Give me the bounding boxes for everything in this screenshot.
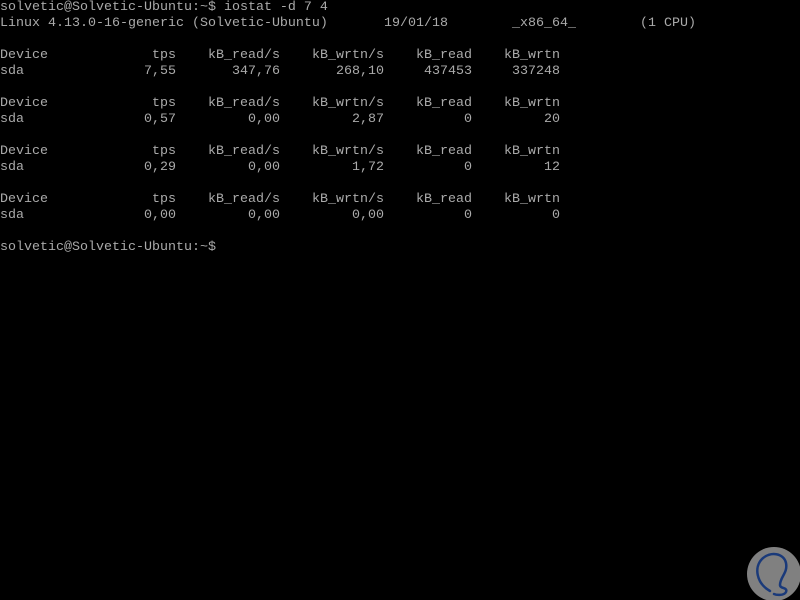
- cpu-count: (1 CPU): [640, 16, 696, 31]
- cell-value: 12: [544, 160, 560, 175]
- cell-value: 0,00: [144, 208, 176, 223]
- column-header: kB_read: [416, 48, 472, 63]
- stats-data-row: sda 0,29 0,00 1,72 0 12: [0, 160, 800, 176]
- cell-value: 0,00: [248, 160, 280, 175]
- cell-value: 0: [552, 208, 560, 223]
- cell-value: 20: [544, 112, 560, 127]
- column-header: Device: [0, 48, 48, 63]
- column-header: kB_wrtn/s: [312, 144, 384, 159]
- prompt-text: solvetic@Solvetic-Ubuntu:~$: [0, 240, 216, 255]
- architecture: _x86_64_: [512, 16, 576, 31]
- shell-prompt[interactable]: solvetic@Solvetic-Ubuntu:~$: [0, 240, 800, 256]
- cell-value: sda: [0, 208, 24, 223]
- cell-value: 1,72: [352, 160, 384, 175]
- column-header: Device: [0, 96, 48, 111]
- column-header: Device: [0, 192, 48, 207]
- column-header: kB_wrtn/s: [312, 192, 384, 207]
- kernel-info: Linux 4.13.0-16-generic (Solvetic-Ubuntu…: [0, 16, 328, 31]
- cell-value: sda: [0, 160, 24, 175]
- date: 19/01/18: [384, 16, 448, 31]
- column-header: tps: [152, 144, 176, 159]
- cell-value: 0,00: [352, 208, 384, 223]
- stats-data-row: sda 0,57 0,00 2,87 0 20: [0, 112, 800, 128]
- column-header: kB_read/s: [208, 96, 280, 111]
- column-header: tps: [152, 48, 176, 63]
- column-header: kB_wrtn: [504, 48, 560, 63]
- column-header: kB_read: [416, 192, 472, 207]
- column-header: kB_wrtn: [504, 192, 560, 207]
- stats-header-row: Device tps kB_read/s kB_wrtn/s kB_read kB_wrt…: [0, 144, 800, 160]
- cell-value: 0: [464, 160, 472, 175]
- cell-value: 0,00: [248, 208, 280, 223]
- cell-value: 0: [464, 112, 472, 127]
- blank-line: [0, 176, 800, 192]
- stats-header-row: Device tps kB_read/s kB_wrtn/s kB_read kB_wrt…: [0, 96, 800, 112]
- column-header: kB_read/s: [208, 48, 280, 63]
- column-header: kB_read: [416, 96, 472, 111]
- column-header: kB_read: [416, 144, 472, 159]
- cell-value: 7,55: [144, 64, 176, 79]
- column-header: kB_wrtn: [504, 96, 560, 111]
- cell-value: 0,57: [144, 112, 176, 127]
- command-line: solvetic@Solvetic-Ubuntu:~$ iostat -d 7 …: [0, 0, 328, 15]
- cell-value: 0,00: [248, 112, 280, 127]
- cell-value: 347,76: [232, 64, 280, 79]
- stats-header-row: Device tps kB_read/s kB_wrtn/s kB_read kB_wrt…: [0, 192, 800, 208]
- cell-value: 437453: [424, 64, 472, 79]
- stats-header-row: Device tps kB_read/s kB_wrtn/s kB_read kB_wrt…: [0, 48, 800, 64]
- cell-value: sda: [0, 112, 24, 127]
- solvetic-logo-icon: [747, 547, 800, 600]
- column-header: kB_read/s: [208, 144, 280, 159]
- column-header: kB_wrtn: [504, 144, 560, 159]
- blank-line: [0, 32, 800, 48]
- column-header: tps: [152, 192, 176, 207]
- cell-value: 2,87: [352, 112, 384, 127]
- stats-data-row: sda 7,55 347,76 268,10 437453 337248: [0, 64, 800, 80]
- cell-value: 337248: [512, 64, 560, 79]
- cell-value: 0,29: [144, 160, 176, 175]
- blank-line: [0, 80, 800, 96]
- column-header: tps: [152, 96, 176, 111]
- cell-value: sda: [0, 64, 24, 79]
- column-header: kB_read/s: [208, 192, 280, 207]
- system-info-line: Linux 4.13.0-16-generic (Solvetic-Ubuntu…: [0, 16, 800, 32]
- blank-line: [0, 224, 800, 240]
- column-header: Device: [0, 144, 48, 159]
- column-header: kB_wrtn/s: [312, 48, 384, 63]
- terminal-screen[interactable]: solvetic@Solvetic-Ubuntu:~$ iostat -d 7 …: [0, 0, 800, 256]
- column-header: kB_wrtn/s: [312, 96, 384, 111]
- cell-value: 0: [464, 208, 472, 223]
- stats-data-row: sda 0,00 0,00 0,00 0 0: [0, 208, 800, 224]
- blank-line: [0, 128, 800, 144]
- cell-value: 268,10: [336, 64, 384, 79]
